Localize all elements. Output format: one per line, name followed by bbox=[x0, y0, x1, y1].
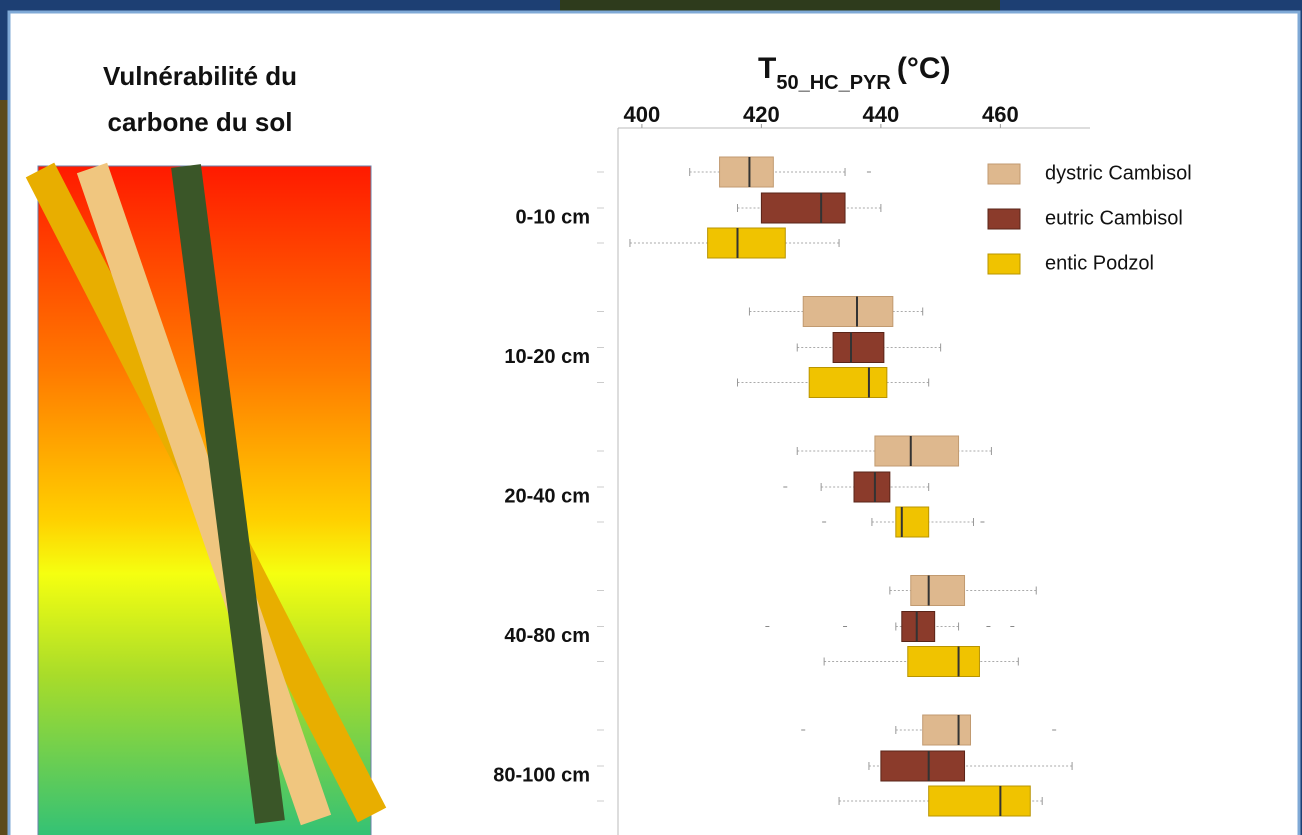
axis-title-main: T bbox=[758, 52, 776, 85]
box bbox=[896, 507, 929, 537]
box bbox=[833, 333, 884, 363]
legend-label: entic Podzol bbox=[1045, 252, 1154, 274]
box bbox=[881, 751, 965, 781]
y-tick-label: 80-100 cm bbox=[493, 764, 590, 786]
box bbox=[761, 193, 845, 223]
box bbox=[911, 576, 965, 606]
box bbox=[720, 157, 774, 187]
panel-title: Vulnérabilité du bbox=[103, 61, 297, 91]
slide: Vulnérabilité du carbone du sol T50_HC_P… bbox=[0, 0, 1302, 835]
axis-title-sub: 50_HC_PYR bbox=[776, 72, 891, 94]
x-tick-label: 460 bbox=[982, 102, 1019, 127]
y-tick-label: 0-10 cm bbox=[516, 206, 591, 228]
box bbox=[809, 368, 887, 398]
axis-title-unit: (°C) bbox=[897, 52, 951, 85]
box bbox=[908, 647, 980, 677]
box bbox=[854, 472, 890, 502]
y-tick-label: 40-80 cm bbox=[504, 625, 590, 647]
legend-label: eutric Cambisol bbox=[1045, 207, 1183, 229]
y-tick-label: 10-20 cm bbox=[504, 346, 590, 368]
box bbox=[923, 715, 971, 745]
legend-swatch bbox=[988, 164, 1020, 184]
legend-swatch bbox=[988, 254, 1020, 274]
panel-title: carbone du sol bbox=[108, 107, 293, 137]
box bbox=[929, 786, 1031, 816]
box bbox=[803, 297, 893, 327]
box bbox=[875, 436, 959, 466]
y-tick-label: 20-40 cm bbox=[504, 485, 590, 507]
legend-label: dystric Cambisol bbox=[1045, 162, 1192, 184]
box bbox=[902, 612, 935, 642]
x-tick-label: 420 bbox=[743, 102, 780, 127]
box bbox=[708, 228, 786, 258]
x-tick-label: 400 bbox=[624, 102, 661, 127]
legend-swatch bbox=[988, 209, 1020, 229]
x-tick-label: 440 bbox=[863, 102, 900, 127]
